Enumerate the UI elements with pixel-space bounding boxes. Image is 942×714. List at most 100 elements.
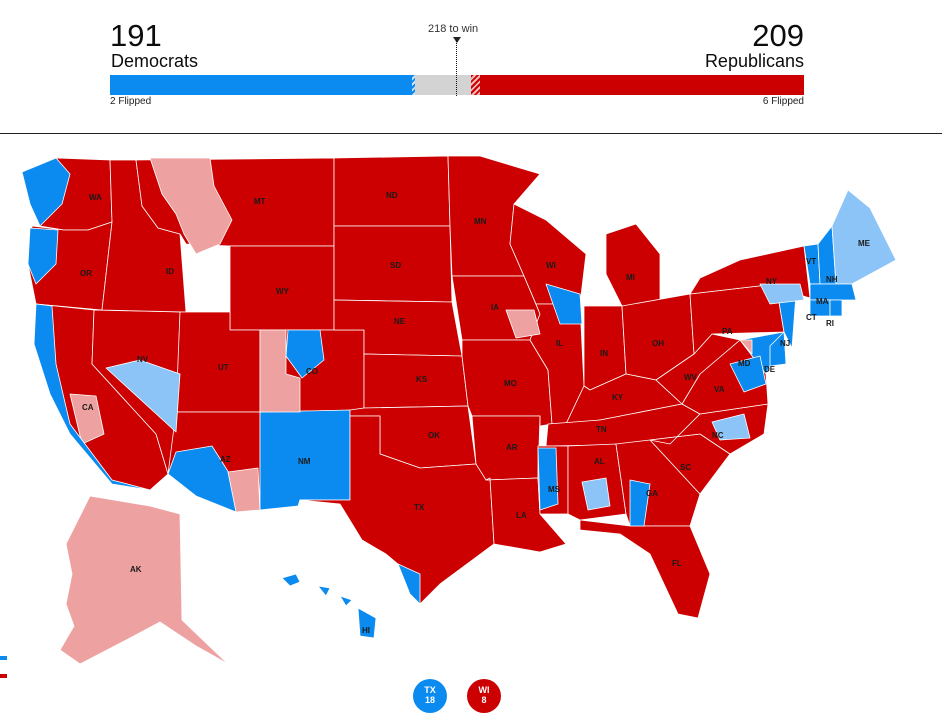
rep-flipped-label: 6 Flipped [762, 96, 804, 107]
state-label-GA: GA [646, 489, 658, 498]
state-MT-split [149, 157, 233, 255]
state-VA-dem [729, 355, 767, 393]
state-label-WV: WV [684, 373, 698, 382]
state-CA-dem [33, 303, 151, 491]
state-label-MI: MI [626, 273, 635, 282]
legend-dem-swatch [0, 656, 7, 660]
state-label-WY: WY [276, 287, 290, 296]
header-divider [0, 133, 942, 134]
state-label-IN: IN [600, 349, 608, 358]
state-label-TN: TN [596, 425, 607, 434]
state-label-SD: SD [390, 261, 401, 270]
badge-wi-circle[interactable] [467, 679, 501, 713]
state-label-CT: CT [806, 313, 817, 322]
state-FL[interactable] [579, 519, 711, 619]
state-label-KY: KY [612, 393, 624, 402]
state-MS-dem [537, 447, 559, 511]
state-label-MT: MT [254, 197, 266, 206]
state-CO-light [259, 329, 301, 413]
state-NV-light [105, 359, 181, 433]
seat-balance-bar [110, 75, 804, 95]
majority-line [456, 40, 457, 96]
state-label-NM: NM [298, 457, 311, 466]
scoreboard: 191 Democrats 209 Republicans 218 to win… [110, 0, 804, 110]
state-AZ-light [227, 467, 261, 513]
state-IL-dem [545, 283, 583, 325]
state-label-WA: WA [89, 193, 102, 202]
state-AL-split [581, 477, 611, 511]
state-label-NH: NH [826, 275, 838, 284]
state-NY-light [759, 283, 805, 305]
state-label-NE: NE [394, 317, 406, 326]
rep-bar-segment [480, 75, 804, 95]
state-label-NV: NV [137, 355, 149, 364]
rep-flipped-segment [470, 75, 481, 95]
rep-seat-count: 209 [752, 18, 804, 53]
badge-tx-count: 18 [425, 695, 435, 705]
state-label-IL: IL [556, 339, 563, 348]
state-WA-dem [21, 157, 71, 227]
state-label-MN: MN [474, 217, 487, 226]
to-win-label: 218 to win [428, 23, 479, 35]
state-label-AR: AR [506, 443, 518, 452]
state-label-ND: ND [386, 191, 398, 200]
state-label-NJ: NJ [780, 339, 790, 348]
dem-bar-segment [110, 75, 412, 95]
state-MA[interactable] [809, 283, 857, 301]
state-label-MO: MO [504, 379, 517, 388]
state-OR-dem [27, 227, 59, 285]
state-label-MA: MA [816, 297, 829, 306]
badge-tx-state: TX [424, 685, 436, 695]
state-label-AK: AK [130, 565, 142, 574]
state-label-MS: MS [548, 485, 561, 494]
state-MD-light [739, 339, 753, 355]
state-label-NY: NY [766, 277, 778, 286]
state-label-MD: MD [738, 359, 751, 368]
state-AK[interactable] [59, 495, 229, 665]
state-label-WI: WI [546, 261, 556, 270]
badge-tx[interactable]: TX 18 [413, 679, 447, 713]
badge-tx-circle[interactable] [413, 679, 447, 713]
house-results-map: WA OR CA NV ID MT WY UT AZ CO NM ND SD N… [0, 134, 942, 714]
state-label-PA: PA [722, 327, 733, 336]
to-win-arrow-icon [453, 37, 461, 43]
state-label-UT: UT [218, 363, 229, 372]
dem-seat-count: 191 [110, 18, 162, 53]
state-label-OR: OR [80, 269, 92, 278]
state-label-LA: LA [516, 511, 527, 520]
state-GA-dem [629, 479, 651, 527]
state-label-VT: VT [806, 257, 816, 266]
state-MI[interactable] [605, 223, 661, 307]
badge-wi[interactable]: WI 8 [467, 679, 501, 713]
badge-wi-count: 8 [481, 695, 486, 705]
state-ME[interactable] [831, 189, 897, 285]
state-TX[interactable] [299, 415, 495, 605]
state-label-DE: DE [764, 365, 776, 374]
rep-party-label: Republicans [704, 51, 804, 71]
state-IA-light [505, 309, 541, 339]
state-DE[interactable] [769, 331, 787, 367]
state-label-CA: CA [82, 403, 94, 412]
state-label-ME: ME [858, 239, 871, 248]
legend-rep-swatch [0, 674, 7, 678]
dem-flipped-label: 2 Flipped [110, 96, 152, 107]
state-label-KS: KS [416, 375, 428, 384]
state-RI[interactable] [829, 299, 843, 317]
state-NC-light [711, 413, 751, 441]
state-label-ID: ID [166, 267, 174, 276]
state-CA-light [69, 393, 105, 445]
state-label-RI: RI [826, 319, 834, 328]
state-label-HI: HI [362, 626, 370, 635]
state-TX-dem [397, 563, 421, 605]
state-label-TX: TX [414, 503, 425, 512]
state-label-IA: IA [491, 303, 499, 312]
dem-flipped-segment [411, 75, 415, 95]
dem-party-label: Democrats [111, 51, 199, 71]
state-label-CO: CO [306, 367, 318, 376]
state-label-OH: OH [652, 339, 664, 348]
state-HI[interactable] [281, 573, 377, 639]
state-label-AL: AL [594, 457, 605, 466]
flip-badges: TX 18 WI 8 [413, 679, 501, 713]
state-label-FL: FL [672, 559, 682, 568]
us-map-svg: WA OR CA NV ID MT WY UT AZ CO NM ND SD N… [21, 155, 897, 713]
